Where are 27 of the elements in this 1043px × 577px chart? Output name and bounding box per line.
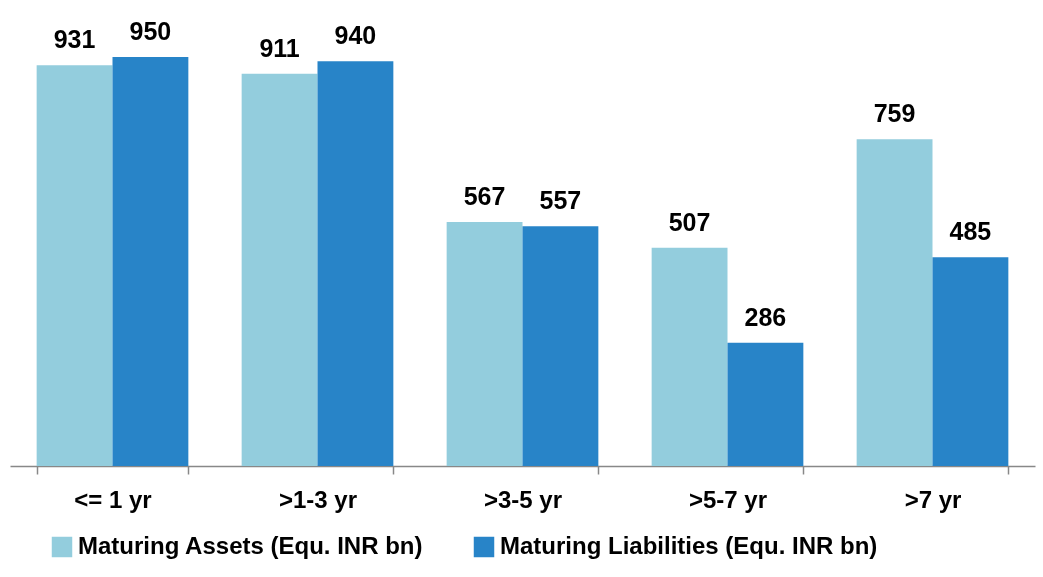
legend-label: Maturing Liabilities (Equ. INR bn) bbox=[500, 532, 878, 559]
bar bbox=[727, 342, 804, 466]
bar bbox=[317, 61, 394, 466]
bar bbox=[932, 257, 1009, 466]
data-label: 286 bbox=[744, 302, 787, 331]
bar bbox=[446, 221, 523, 466]
bar bbox=[36, 65, 113, 466]
data-label: 940 bbox=[334, 21, 377, 50]
x-tick-label: >7 yr bbox=[904, 485, 962, 513]
x-tick-label: >1-3 yr bbox=[278, 485, 358, 513]
data-label: 507 bbox=[668, 207, 711, 236]
bar bbox=[522, 226, 599, 466]
data-label: 567 bbox=[463, 181, 506, 210]
bar bbox=[112, 57, 189, 466]
legend-label: Maturing Assets (Equ. INR bn) bbox=[78, 532, 423, 559]
data-label: 911 bbox=[259, 33, 300, 62]
data-label: 950 bbox=[129, 17, 172, 45]
bar bbox=[241, 73, 318, 466]
x-tick-label: >3-5 yr bbox=[483, 485, 563, 513]
bar bbox=[856, 139, 933, 466]
data-label: 485 bbox=[949, 217, 992, 246]
data-label: 931 bbox=[53, 25, 96, 54]
x-tick-label: <= 1 yr bbox=[74, 485, 152, 513]
bar bbox=[651, 247, 728, 466]
x-tick-label: >5-7 yr bbox=[688, 485, 768, 513]
data-label: 759 bbox=[873, 99, 916, 128]
data-label: 557 bbox=[539, 186, 582, 215]
